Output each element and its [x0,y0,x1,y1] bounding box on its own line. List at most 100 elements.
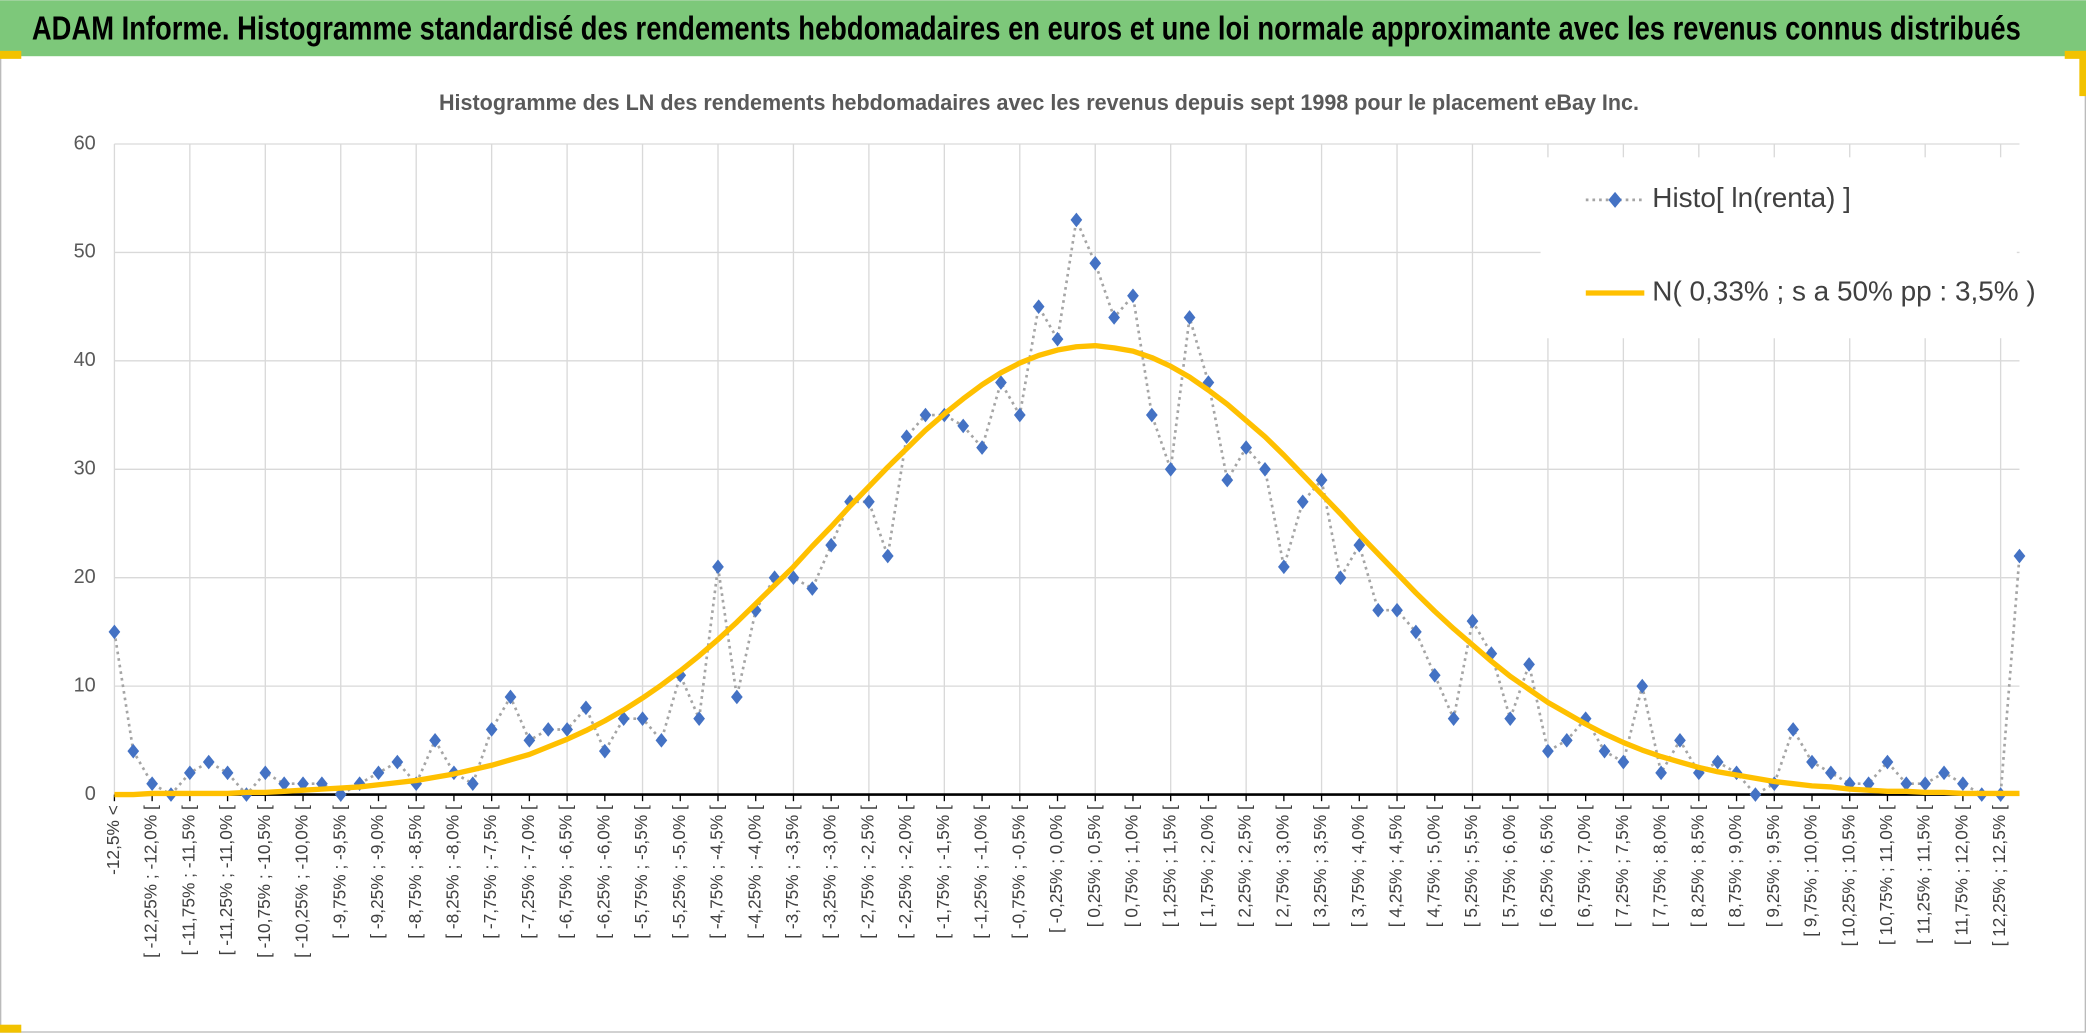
data-point [957,418,970,434]
x-tick-label: [ -7,25% ; -7,0% [ [518,805,538,939]
x-tick-label: [ 9,25% ; 9,5% [ [1763,805,1783,927]
data-point [1674,733,1686,748]
x-tick-label: [ -6,75% ; -6,5% [ [556,805,576,939]
x-tick-label: [ -5,75% ; -5,5% [ [631,805,651,939]
data-point [202,754,215,770]
x-tick-label: [ 12,25% ; 12,5% [ [1989,805,2009,946]
data-point [1315,472,1328,488]
y-tick-label: 0 [85,783,96,805]
x-tick-label: [ 6,25% ; 6,5% [ [1536,805,1556,927]
data-point [259,765,272,781]
header-title: ADAM Informe. Histogramme standardisé de… [32,11,2021,48]
data-point [1523,657,1535,672]
data-point [1806,754,1818,770]
x-tick-label: [ -1,75% ; -1,5% [ [933,805,953,939]
data-point [278,776,291,792]
y-tick-label: 10 [74,674,96,696]
x-tick-label: [ 1,75% ; 2,0% [ [1197,805,1217,927]
data-point [221,765,234,781]
data-point [1919,776,1932,792]
x-tick-label: [ -7,75% ; -7,5% [ [480,805,500,939]
y-tick-label: 60 [74,132,96,154]
data-point [1900,776,1913,792]
data-point [429,733,441,748]
legend-label: N( 0,33% ; s a 50% pp : 3,5% ) [1652,275,2035,306]
data-point [976,440,988,455]
x-tick-label: [ 4,75% ; 5,0% [ [1423,805,1443,927]
data-point [1089,255,1102,271]
x-tick-label: [ 5,75% ; 6,0% [ [1499,805,1519,927]
x-tick-label: [ -3,25% ; -3,0% [ [820,805,840,939]
x-tick-label: [ -2,25% ; -2,0% [ [895,805,915,939]
data-point [1334,570,1347,586]
x-tick-label: [ -4,25% ; -4,0% [ [744,805,764,939]
data-point [1127,288,1139,304]
x-tick-label: [ 8,75% ; 9,0% [ [1725,805,1745,927]
x-tick-label: [ 9,75% ; 10,0% [ [1801,805,1821,937]
data-point [1655,765,1667,781]
data-point [1560,733,1573,748]
data-point [561,722,573,737]
data-point [1485,646,1498,661]
x-tick-label: [ -10,75% ; -10,5% [ [254,805,274,958]
x-tick-label: [ -4,75% ; -4,5% [ [707,805,727,939]
data-point [1240,440,1252,455]
data-point [1542,743,1554,759]
x-tick-label: [ 7,25% ; 7,5% [ [1612,805,1632,927]
x-tick-label: [ -2,75% ; -2,5% [ [857,805,877,939]
data-point [542,722,555,737]
data-point [372,765,385,781]
data-point [127,743,140,759]
x-tick-label: [ 5,25% ; 5,5% [ [1461,805,1481,927]
x-tick-label: [ -3,75% ; -3,5% [ [782,805,802,939]
data-point [485,722,498,737]
data-point [1145,407,1158,423]
header-bar [0,0,2086,57]
x-tick-label: [ 11,25% ; 11,5% [ [1914,805,1934,944]
data-point [297,776,309,792]
x-tick-label: [ 0,75% ; 1,0% [ [1122,805,1142,927]
x-tick-label: [ 2,75% ; 3,0% [ [1272,805,1292,927]
x-tick-label: [ 10,25% ; 10,5% [ [1838,805,1858,946]
x-tick-label: [ -8,25% ; -8,0% [ [442,805,462,939]
data-point [1598,743,1611,759]
legend-marker [1608,191,1622,208]
data-point [1711,754,1724,770]
x-tick-label: [ -0,25% ; 0,0% [ [1046,805,1066,933]
x-tick-label: [ -9,25% ; -9,0% [ [367,805,387,939]
chart-title: Histogramme des LN des rendements hebdom… [439,90,1639,115]
x-tick-label: [ -11,25% ; -11,0% [ [216,805,236,955]
legend-label: Histo[ ln(renta) ] [1652,182,1851,213]
x-tick-label: [ -12,25% ; -12,0% [ [141,805,161,958]
data-point [2013,548,2026,564]
data-point [995,375,1007,390]
x-tick-label: [ 3,75% ; 4,0% [ [1348,805,1368,927]
x-tick-label: [ 3,25% ; 3,5% [ [1310,805,1330,927]
x-tick-label: [ 0,25% ; 0,5% [ [1084,805,1104,927]
data-point [334,787,347,802]
x-tick-label: [ 7,75% ; 8,0% [ [1650,805,1670,927]
y-tick-label: 40 [74,349,96,371]
data-point [1466,613,1479,629]
data-point [1296,494,1309,510]
x-tick-label: [ 6,75% ; 7,0% [ [1574,805,1594,927]
y-tick-label: 50 [74,241,96,263]
data-point [1787,722,1799,737]
data-point [466,776,479,792]
data-point [184,765,196,781]
x-tick-label: [ 1,25% ; 1,5% [ [1159,805,1179,927]
corner [2064,50,2086,59]
data-point [863,494,875,510]
x-tick-label: [ 8,25% ; 8,5% [ [1687,805,1707,927]
data-point [919,407,932,423]
y-tick-label: 30 [74,458,96,480]
data-point [108,624,121,640]
data-point [146,776,158,792]
corner [0,50,22,59]
x-tick-label: [ -1,25% ; -1,0% [ [971,805,991,939]
x-tick-label: [ 4,25% ; 4,5% [ [1386,805,1406,927]
x-tick-label: -12,5% < [103,805,123,875]
x-tick-label: [ -10,25% ; -10,0% [ [292,805,312,958]
data-point [1013,407,1026,423]
